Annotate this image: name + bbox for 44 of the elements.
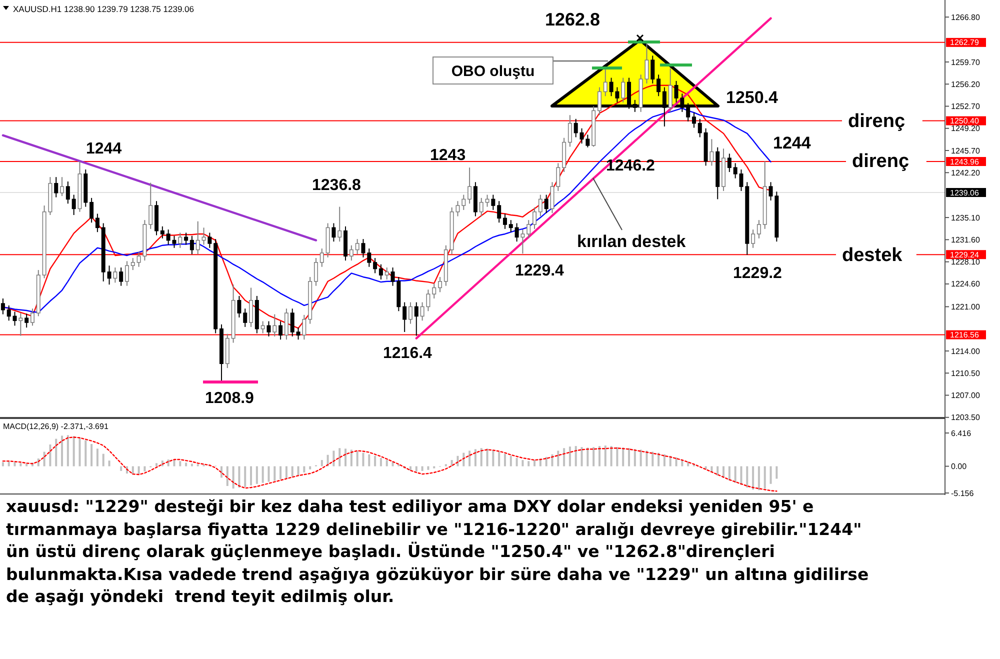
annotation: 1216.4: [383, 344, 432, 362]
y-tick-label: -5.156: [951, 488, 974, 498]
y-tick-label: 1224.60: [951, 280, 980, 289]
y-tick-label: 0.00: [951, 462, 968, 472]
text: xauusd: "1229" desteği bir kez daha test ediliyor ama DXY dolar endeksi yeniden 95' e tırmanmaya başlarsa fiyatta 1229 delinebilir ve "1216-1220" aralığı devreye girebilir."1244" ün üstü direnç olarak güçlenmeye başladı. Üstünde "1250.4" ve "1262.8"dirençleri bulunmakta.Kısa vadede trend aşağıya gözüküyor bir süre daha ve "1229" un altına gidilirse de aşağı yöndeki trend teyit edilmiş olur.: [6, 496, 870, 608]
annotation: 1244: [86, 140, 122, 158]
annotation: 1229.2: [733, 264, 782, 282]
text: direnç: [848, 111, 906, 132]
y-tick-label: 1266.80: [951, 12, 980, 22]
y-tick-label: 1249.20: [951, 124, 980, 134]
chart-title: MACD(12,26,9) -2.371,-3.691: [3, 422, 109, 431]
text: destek: [842, 245, 903, 266]
y-tick-label: 6.416: [951, 428, 972, 438]
ref-line-label: 1239.06: [950, 188, 980, 198]
annotation: 1208.9: [205, 390, 254, 407]
y-tick-label: 1214.00: [951, 346, 980, 356]
annotation: 1250.4: [726, 88, 779, 107]
annotation: kırılan destek: [577, 232, 686, 251]
y-tick-label: 1228.10: [951, 258, 980, 267]
ref-line-label: 1243.96: [950, 157, 980, 166]
text: XAUUSD.H1 1238.90 1239.79 1238.75 1239.06: [13, 4, 194, 14]
annotation: OBO oluştu: [451, 63, 535, 80]
annotation: 1244: [773, 133, 812, 152]
annotation: 1229.4: [515, 262, 564, 280]
annotation: 1246.2: [606, 157, 656, 174]
ref-line-label: 1229.24: [950, 250, 980, 260]
y-tick-label: 1252.70: [951, 102, 980, 112]
y-tick-label: 1231.60: [951, 235, 980, 244]
annotation: 1262.8: [545, 9, 600, 30]
text: direnç: [852, 151, 910, 172]
annotation: 1236.8: [312, 176, 362, 194]
ref-line-label: 1250.40: [950, 116, 980, 126]
y-tick-label: 1210.50: [951, 368, 980, 378]
y-tick-label: 1203.50: [951, 413, 980, 422]
y-tick-label: 1259.70: [951, 58, 980, 67]
y-tick-label: 1256.20: [951, 80, 980, 89]
y-tick-label: 1207.00: [951, 391, 980, 400]
ref-line-label: 1216.56: [950, 330, 980, 340]
annotation: 1243: [430, 147, 466, 164]
ref-line-label: 1262.79: [950, 38, 980, 48]
y-tick-label: 1242.20: [951, 168, 980, 178]
y-tick-label: 1221.00: [951, 302, 980, 312]
y-tick-label: 1245.70: [951, 146, 980, 156]
y-tick-label: 1235.10: [951, 213, 980, 222]
